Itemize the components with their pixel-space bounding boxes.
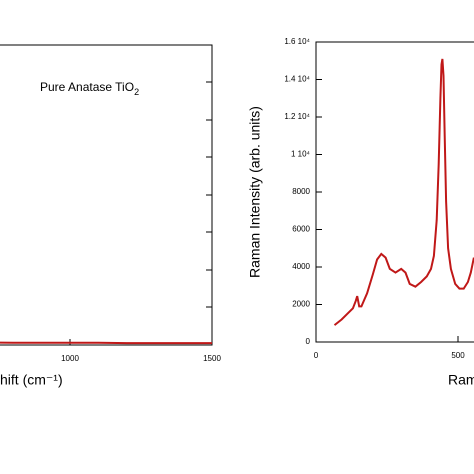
y-tick-label: 4000	[292, 262, 310, 271]
annotation-text: Pure Anatase TiO	[40, 80, 134, 94]
y-tick-label: 1.6 10⁴	[284, 37, 310, 46]
left-y-ticks	[206, 81, 212, 308]
annotation-subscript: 2	[134, 87, 139, 97]
y-tick-label: 0	[306, 337, 311, 346]
plot-frame	[315, 41, 474, 343]
x-tick-label: 1500	[203, 354, 221, 363]
x-tick-label: 0	[314, 351, 319, 360]
x-tick-label: 1000	[61, 354, 79, 363]
x-axis-label: Ram	[448, 372, 474, 388]
y-tick-label: 8000	[292, 187, 310, 196]
figure-body: 1000 1500 Pure Anatase TiO2 hift (cm⁻¹) 0 500…	[0, 37, 474, 388]
x-tick-label: 500	[451, 351, 465, 360]
y-tick-label: 2000	[292, 300, 310, 309]
x-axis-label: hift (cm⁻¹)	[0, 372, 63, 388]
annotation: Pure Anatase TiO2	[40, 80, 139, 97]
y-tick-label: 1.4 10⁴	[284, 75, 310, 84]
y-axis-label: Raman Intensity (arb. units)	[247, 106, 263, 278]
y-tick-label: 1 10⁴	[291, 150, 311, 159]
y-tick-label: 1.2 10⁴	[284, 112, 310, 121]
data-line	[333, 58, 474, 326]
data-line	[0, 341, 212, 345]
y-tick-label: 6000	[292, 225, 310, 234]
